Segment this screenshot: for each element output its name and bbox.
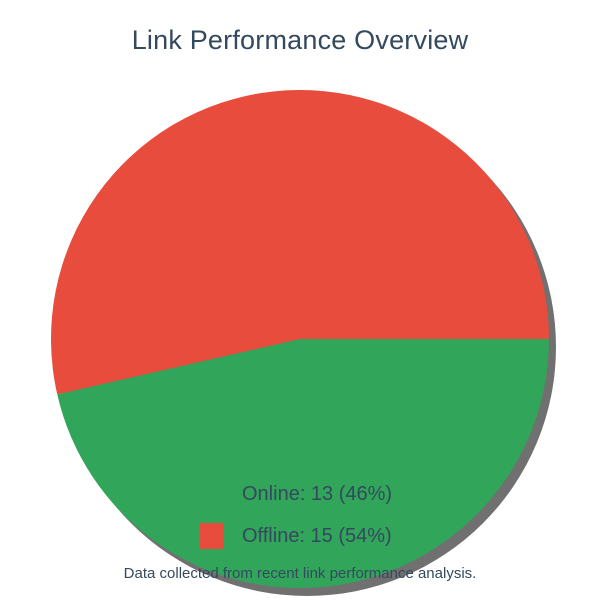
chart-title: Link Performance Overview bbox=[131, 25, 469, 55]
legend-item-offline: Offline: 15 (54%) bbox=[200, 523, 392, 549]
pie-slice-online bbox=[57, 339, 550, 589]
legend-item-online: Online: 13 (46%) bbox=[200, 481, 392, 507]
legend-swatch-online bbox=[200, 481, 224, 507]
chart-caption: Data collected from recent link performa… bbox=[123, 565, 477, 582]
legend: Online: 13 (46%) Offline: 15 (54%) bbox=[200, 481, 392, 549]
legend-swatch-offline bbox=[200, 523, 224, 549]
legend-label-offline: Offline: 15 (54%) bbox=[242, 524, 392, 547]
pie-slice-offline bbox=[51, 90, 549, 395]
legend-label-online: Online: 13 (46%) bbox=[242, 482, 393, 505]
